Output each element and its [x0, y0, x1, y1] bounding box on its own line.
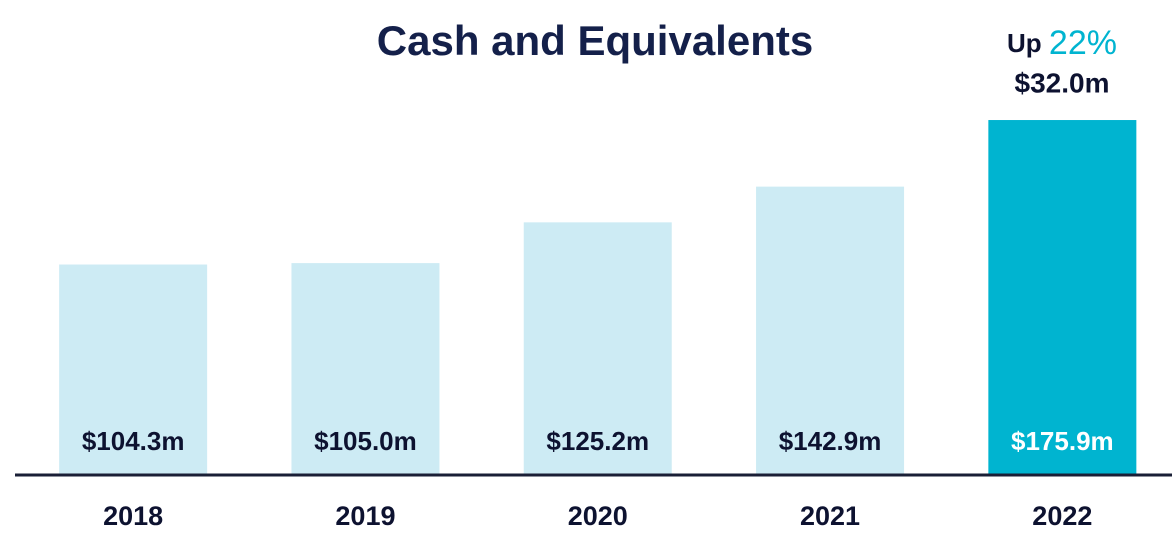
annotation-prefix: Up — [1007, 28, 1042, 58]
bar — [756, 186, 905, 475]
x-tick-label: 2019 — [335, 501, 395, 530]
bar — [988, 120, 1137, 475]
value-label: $125.2m — [546, 426, 649, 456]
x-tick-label: 2018 — [103, 501, 163, 530]
value-label: $104.3m — [82, 426, 185, 456]
value-label: $175.9m — [1011, 426, 1114, 456]
bar — [59, 264, 208, 475]
annotation-change: 22% — [1049, 24, 1117, 62]
bar — [291, 263, 440, 475]
x-tick-label: 2022 — [1032, 501, 1092, 530]
x-tick-label: 2020 — [568, 501, 628, 530]
value-label: $142.9m — [779, 426, 882, 456]
value-label: $105.0m — [314, 426, 417, 456]
bar — [523, 222, 672, 475]
annotation: Up 22% — [1007, 24, 1117, 62]
x-tick-label: 2021 — [800, 501, 860, 530]
annotation-amount: $32.0m — [1015, 67, 1110, 98]
chart-title: Cash and Equivalents — [377, 17, 813, 64]
